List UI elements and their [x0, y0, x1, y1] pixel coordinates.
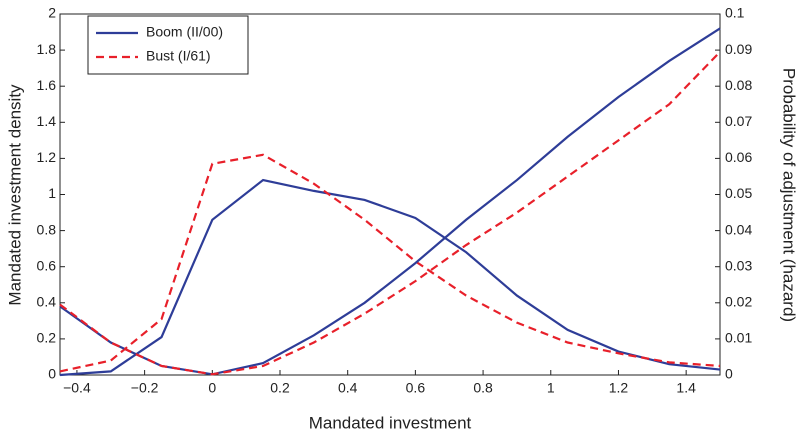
- x-tick-label: 0.8: [473, 380, 493, 396]
- legend-box: [87, 15, 249, 75]
- x-tick-label: 1: [547, 380, 555, 396]
- series-line: [59, 27, 721, 376]
- x-tick-label: −0.4: [63, 380, 91, 396]
- x-tick-label: 0.2: [270, 380, 290, 396]
- y-tick-label: 0.2: [37, 330, 57, 346]
- y-tick-label: 0.8: [37, 221, 57, 237]
- y2-tick-label: 0.1: [725, 5, 745, 21]
- y-tick-label: 1.8: [37, 41, 57, 57]
- y2-tick-label: 0.05: [725, 185, 752, 201]
- legend-label: Boom (II/00): [146, 24, 223, 40]
- y-tick-label: 0.6: [37, 257, 57, 273]
- y-tick-label: 1: [48, 185, 56, 201]
- y2-tick-label: 0.02: [725, 294, 752, 310]
- x-tick-label: 0: [208, 380, 216, 396]
- y2-tick-label: 0.07: [725, 113, 752, 129]
- series-line: [59, 153, 721, 373]
- y2-tick-label: 0.08: [725, 77, 752, 93]
- x-axis-title: Mandated investment: [309, 413, 472, 432]
- y2-tick-label: 0.09: [725, 41, 752, 57]
- y-tick-label: 2: [48, 5, 56, 21]
- y-tick-label: 0.4: [37, 294, 57, 310]
- y2-tick-label: 0.06: [725, 149, 752, 165]
- y-tick-label: 1.4: [37, 113, 57, 129]
- x-tick-label: −0.2: [131, 380, 159, 396]
- x-tick-label: 1.2: [609, 380, 629, 396]
- y2-tick-label: 0.03: [725, 257, 752, 273]
- y-tick-label: 1.6: [37, 77, 57, 93]
- y-tick-label: 1.2: [37, 149, 57, 165]
- y2-tick-label: 0.04: [725, 221, 752, 237]
- series-line: [59, 51, 721, 376]
- y2-axis-title: Probability of adjustment (hazard): [780, 68, 799, 322]
- y-tick-label: 0: [48, 366, 56, 382]
- x-tick-label: 0.6: [406, 380, 426, 396]
- series-line: [59, 178, 721, 377]
- legend-label: Bust (I/61): [146, 48, 211, 64]
- y2-tick-label: 0: [725, 366, 733, 382]
- x-tick-label: 1.4: [676, 380, 696, 396]
- y-axis-title: Mandated investment density: [5, 84, 24, 306]
- y2-tick-label: 0.01: [725, 330, 752, 346]
- x-tick-label: 0.4: [338, 380, 358, 396]
